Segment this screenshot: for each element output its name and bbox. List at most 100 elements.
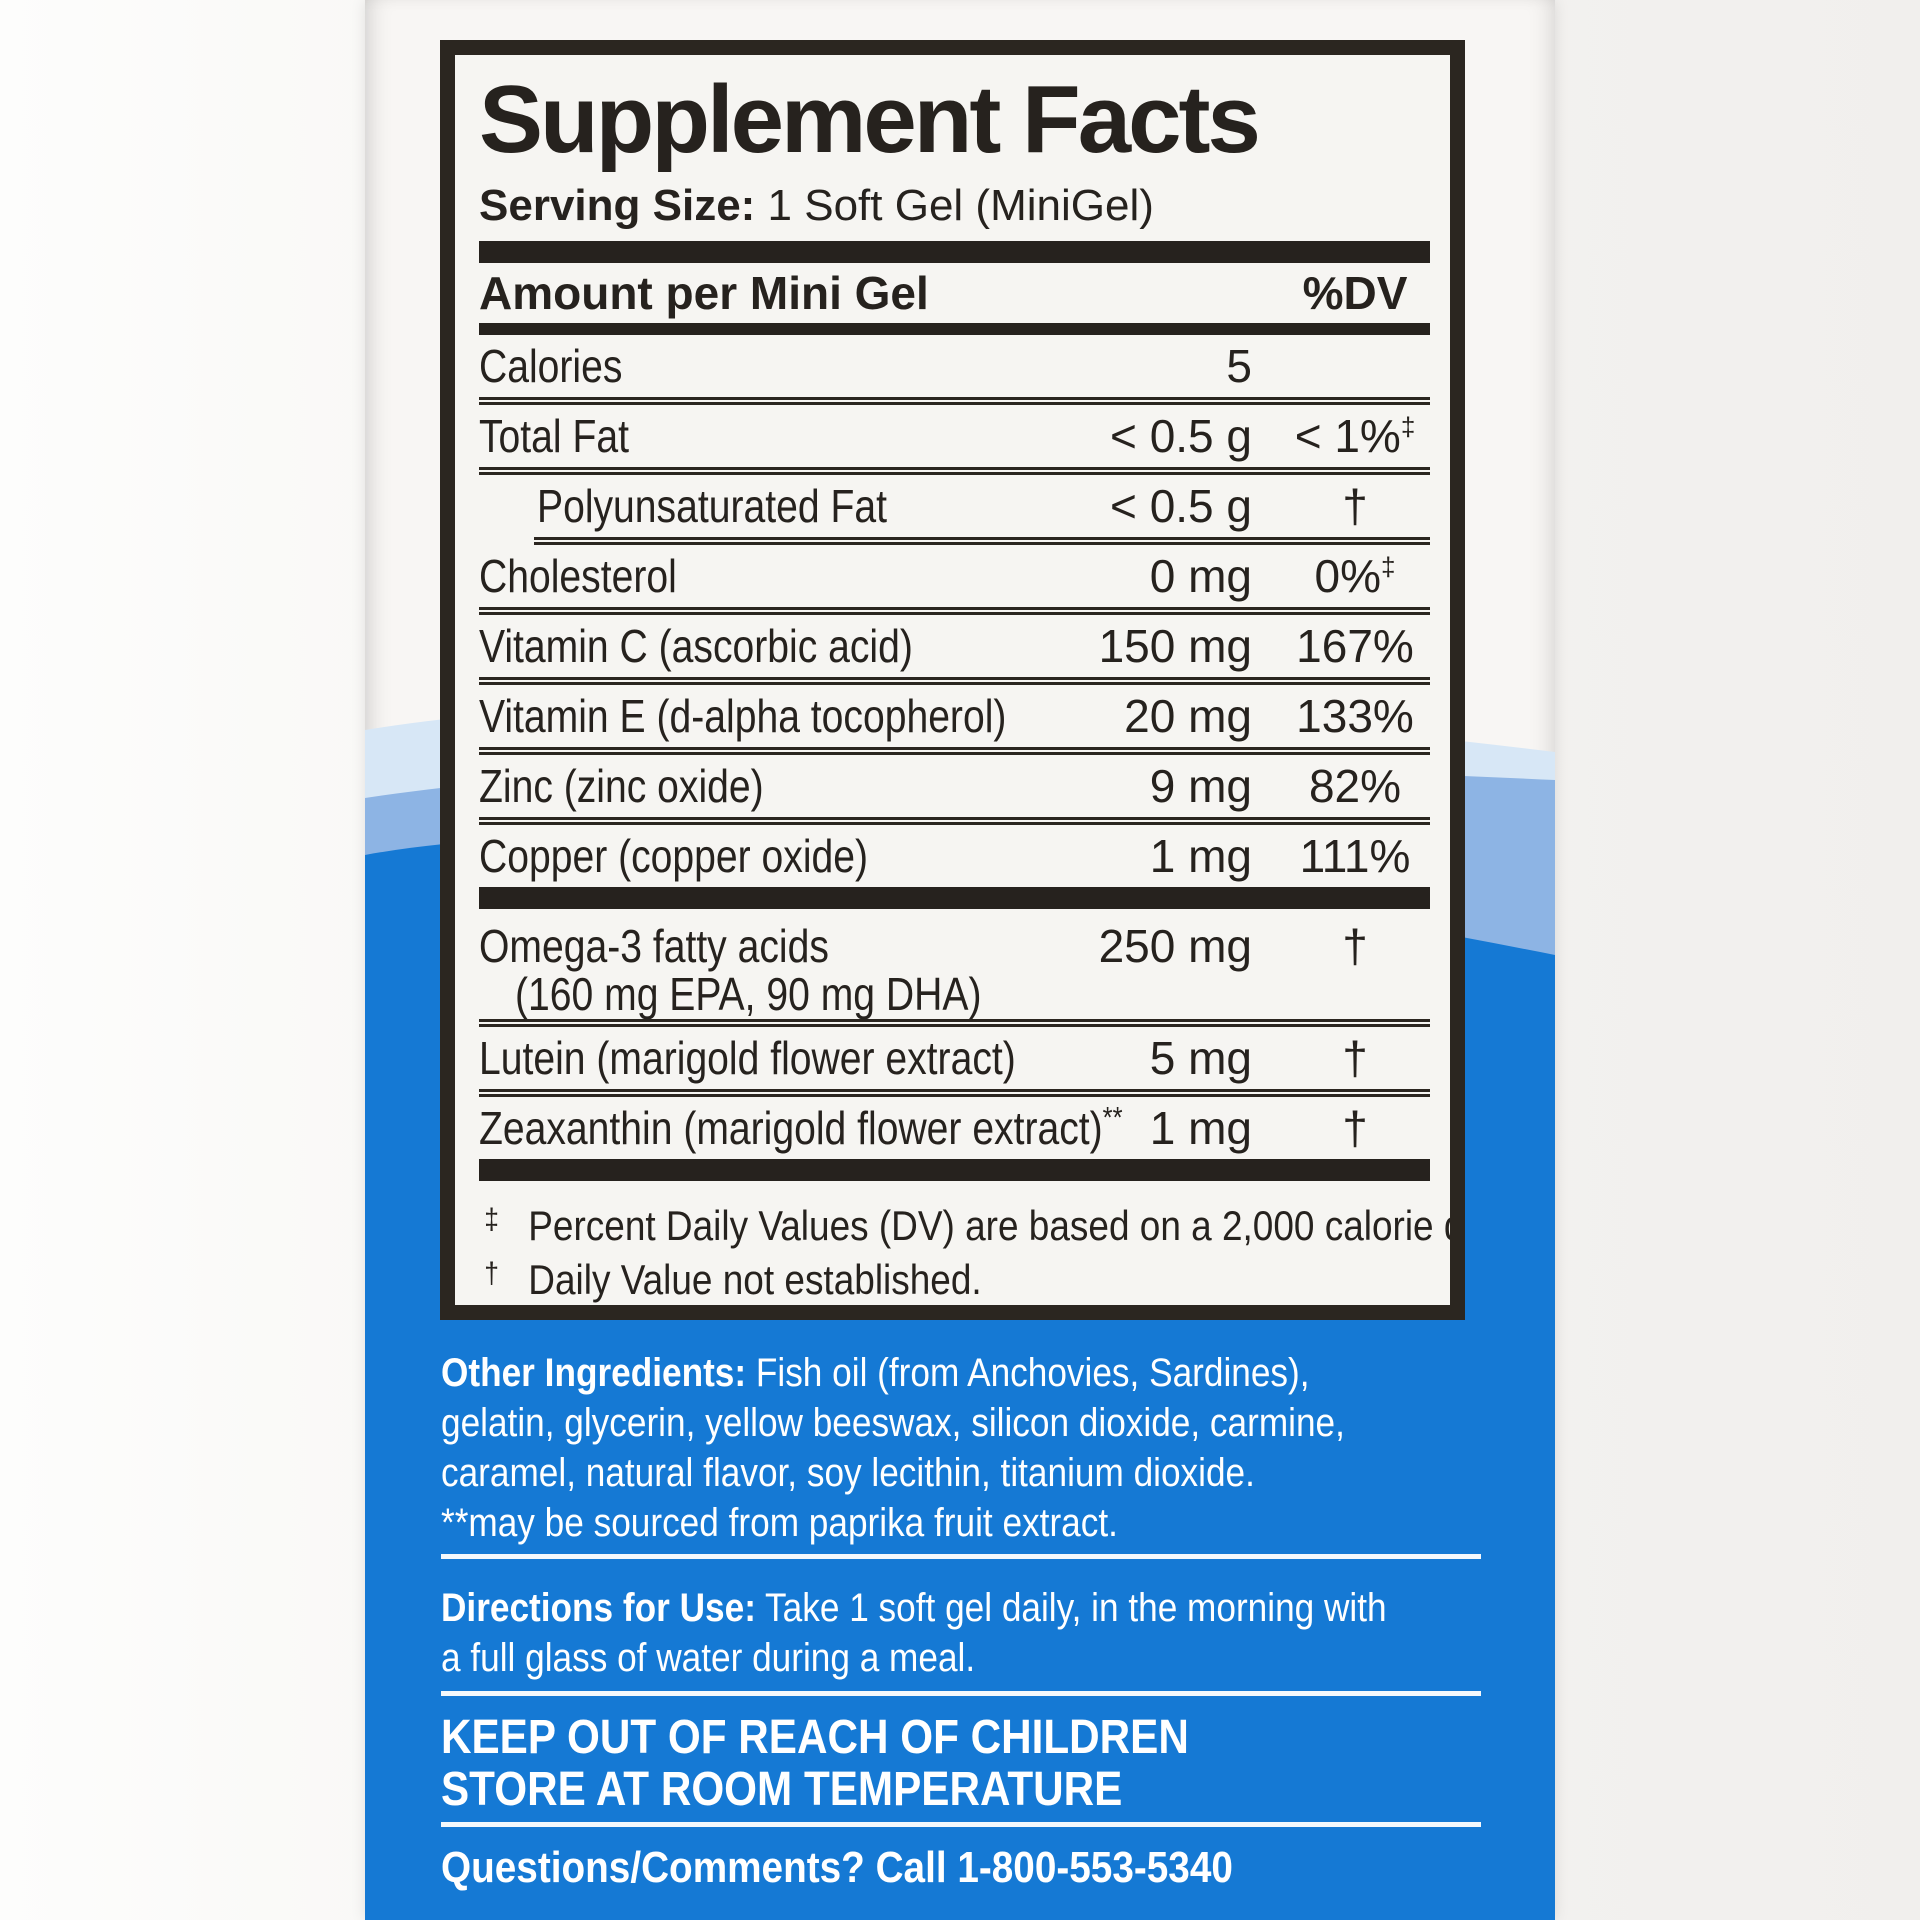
table-row: Zinc (zinc oxide) 9 mg 82%	[479, 755, 1430, 817]
other-ingredients-text: Other Ingredients: Fish oil (from Anchov…	[441, 1348, 1345, 1548]
table-row: Vitamin E (d-alpha tocopherol) 20 mg 133…	[479, 685, 1430, 747]
divider-thick	[479, 1158, 1430, 1181]
row-name: Zinc (zinc oxide)	[479, 759, 764, 812]
divider-thick	[479, 240, 1430, 263]
row-amount: 20 mg	[1124, 689, 1252, 742]
oi-line1: Fish oil (from Anchovies, Sardines),	[755, 1351, 1310, 1395]
table-row: Total Fat < 0.5 g < 1%‡	[479, 405, 1430, 467]
hairline-indented	[534, 536, 1430, 545]
row-name: Omega-3 fatty acids	[479, 919, 829, 972]
row-name: Copper (copper oxide)	[479, 829, 869, 882]
table-row: Vitamin C (ascorbic acid) 150 mg 167%	[479, 615, 1430, 677]
row-dv-value: < 1%	[1294, 409, 1401, 462]
warning-block: KEEP OUT OF REACH OF CHILDREN STORE AT R…	[441, 1712, 1481, 1816]
row-amount: 5 mg	[1149, 1031, 1252, 1084]
row-name: Vitamin C (ascorbic acid)	[479, 619, 913, 672]
package-face: Supplement Facts Serving Size: 1 Soft Ge…	[365, 0, 1555, 1920]
oi-line2: gelatin, glycerin, yellow beeswax, silic…	[441, 1401, 1345, 1445]
white-divider	[441, 1554, 1481, 1559]
serving-size-value: 1 Soft Gel (MiniGel)	[767, 180, 1154, 230]
double-asterisk-marker: **	[1102, 1101, 1123, 1135]
row-amount: 5	[1226, 339, 1252, 392]
hairline	[479, 816, 1430, 825]
row-subtext: (160 mg EPA, 90 mg DHA)	[515, 967, 982, 1020]
footnote-symbol: ‡	[484, 1202, 499, 1236]
other-ingredients-label: Other Ingredients:	[441, 1351, 747, 1395]
supplement-facts-panel: Supplement Facts Serving Size: 1 Soft Ge…	[440, 40, 1465, 1320]
row-name: Calories	[479, 339, 623, 392]
row-name: Vitamin E (d-alpha tocopherol)	[479, 689, 1007, 742]
white-divider	[441, 1691, 1481, 1696]
hairline	[479, 1088, 1430, 1097]
table-row: Lutein (marigold flower extract) 5 mg †	[479, 1027, 1430, 1089]
oi-line3: caramel, natural flavor, soy lecithin, t…	[441, 1451, 1255, 1495]
row-dv: 0%‡	[1280, 549, 1430, 603]
lower-info-sections: Other Ingredients: Fish oil (from Anchov…	[441, 1340, 1481, 1893]
warning-line1: KEEP OUT OF REACH OF CHILDREN	[441, 1711, 1189, 1764]
row-dv: 111%	[1299, 829, 1411, 882]
row-amount: < 0.5 g	[1110, 409, 1252, 462]
serving-size-label: Serving Size:	[479, 180, 756, 230]
warning-text: KEEP OUT OF REACH OF CHILDREN STORE AT R…	[441, 1712, 1189, 1816]
row-amount: 1 mg	[1149, 829, 1252, 882]
hairline	[479, 466, 1430, 475]
contact-text: Questions/Comments? Call 1-800-553-5340	[441, 1843, 1233, 1892]
directions: Directions for Use: Take 1 soft gel dail…	[441, 1575, 1481, 1683]
row-amount: 0 mg	[1149, 549, 1252, 602]
footnote-dv: ‡ Percent Daily Values (DV) are based on…	[479, 1199, 1450, 1253]
row-amount: 150 mg	[1098, 619, 1252, 672]
footnote-marker: ‡	[1400, 411, 1416, 442]
hairline	[479, 746, 1430, 755]
row-amount: 1 mg	[1149, 1101, 1252, 1154]
table-row: Calories 5	[479, 335, 1430, 397]
panel-title: Supplement Facts	[479, 66, 1261, 173]
row-amount: 9 mg	[1149, 759, 1252, 812]
hairline	[479, 396, 1430, 405]
row-dv: †	[1342, 1031, 1368, 1084]
footnote-not-established: † Daily Value not established.	[479, 1253, 1316, 1305]
table-row: Zeaxanthin (marigold flower extract)** 1…	[479, 1097, 1430, 1159]
column-header-dv: %DV	[1302, 266, 1408, 319]
row-amount: < 0.5 g	[1110, 479, 1252, 532]
row-dv: < 1%‡	[1280, 409, 1430, 463]
directions-label: Directions for Use:	[441, 1586, 756, 1630]
table-header-row: Amount per Mini Gel %DV	[479, 263, 1430, 323]
row-name-text: Zeaxanthin (marigold flower extract)	[479, 1101, 1103, 1154]
divider-thick	[479, 886, 1430, 909]
divider-medium	[479, 322, 1430, 335]
footnotes: ‡ Percent Daily Values (DV) are based on…	[479, 1199, 1450, 1305]
hairline	[479, 676, 1430, 685]
footnote-marker: ‡	[1381, 551, 1396, 582]
row-name: Polyunsaturated Fat	[537, 479, 887, 532]
row-dv: 133%	[1296, 689, 1414, 742]
serving-size-line: Serving Size: 1 Soft Gel (MiniGel)	[479, 181, 1430, 231]
footnote-symbol: †	[484, 1256, 499, 1290]
row-name: Zeaxanthin (marigold flower extract)**	[479, 1101, 1123, 1155]
hairline	[479, 606, 1430, 615]
row-dv: 82%	[1308, 759, 1402, 812]
table-row: Copper (copper oxide) 1 mg 111%	[479, 825, 1430, 887]
row-amount: 250 mg	[1098, 919, 1252, 972]
footnote-text: Daily Value not established.	[528, 1255, 982, 1303]
table-row: Cholesterol 0 mg 0%‡	[479, 545, 1430, 607]
directions-text: Directions for Use: Take 1 soft gel dail…	[441, 1583, 1387, 1683]
row-name: Total Fat	[479, 409, 629, 462]
table-row: Omega-3 fatty acids (160 mg EPA, 90 mg D…	[479, 909, 1430, 1020]
column-header-amount: Amount per Mini Gel	[479, 266, 929, 319]
other-ingredients: Other Ingredients: Fish oil (from Anchov…	[441, 1340, 1481, 1548]
row-dv: †	[1342, 1101, 1368, 1154]
row-dv: 167%	[1296, 619, 1414, 672]
oi-note: **may be sourced from paprika fruit extr…	[441, 1501, 1118, 1545]
hairline	[479, 1018, 1430, 1027]
row-name: Cholesterol	[479, 549, 677, 602]
white-divider	[441, 1822, 1481, 1827]
footnote-text: Percent Daily Values (DV) are based on a…	[528, 1201, 1465, 1249]
table-row: Polyunsaturated Fat < 0.5 g †	[479, 475, 1430, 537]
warning-line2: STORE AT ROOM TEMPERATURE	[441, 1763, 1123, 1816]
directions-line1: Take 1 soft gel daily, in the morning wi…	[765, 1586, 1387, 1630]
row-dv: †	[1342, 479, 1368, 532]
directions-line2: a full glass of water during a meal.	[441, 1636, 976, 1680]
row-dv: †	[1342, 919, 1368, 972]
contact-line: Questions/Comments? Call 1-800-553-5340	[441, 1843, 1481, 1893]
